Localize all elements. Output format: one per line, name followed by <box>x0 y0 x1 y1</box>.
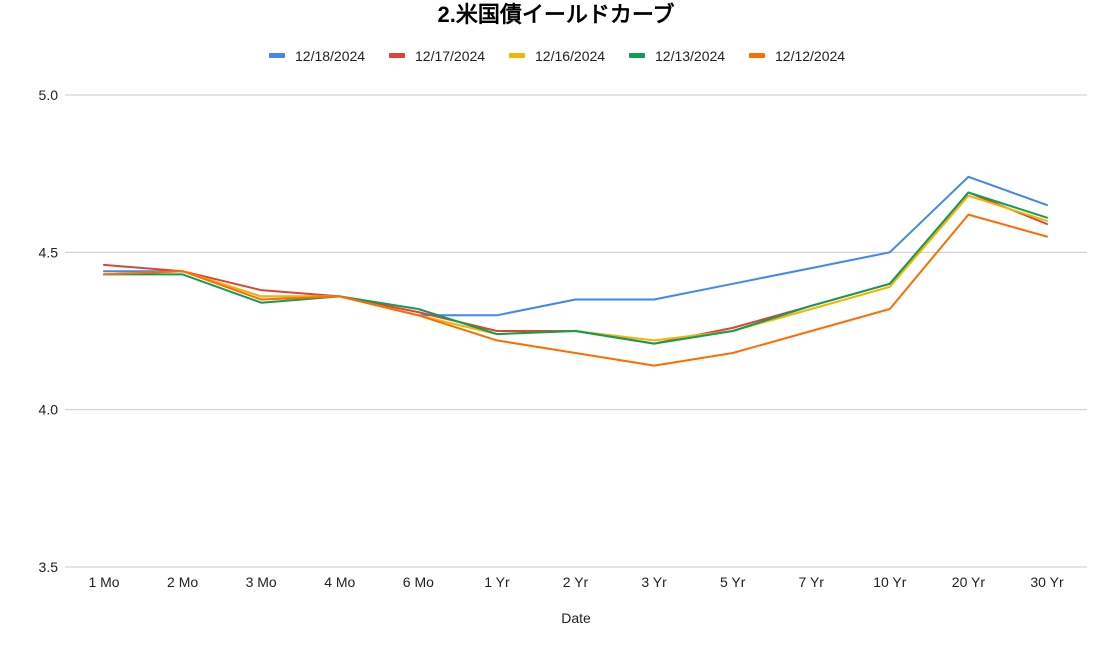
x-tick-label: 6 Mo <box>403 574 434 590</box>
gridlines <box>65 94 1087 568</box>
x-tick-label: 3 Mo <box>246 574 277 590</box>
x-tick-label: 10 Yr <box>873 574 907 590</box>
series-lines <box>103 175 1048 367</box>
series-line-12-13-2024 <box>103 191 1048 345</box>
legend-label: 12/18/2024 <box>295 48 365 64</box>
y-axis-ticks: 3.5 4.0 4.5 5.0 <box>39 87 59 575</box>
x-tick-label: 2 Yr <box>563 574 589 590</box>
x-axis-ticks: 1 Mo 2 Mo 3 Mo 4 Mo 6 Mo 1 Yr 2 Yr 3 Yr 5 Yr 7 Yr… <box>88 574 1064 590</box>
y-tick-label: 4.5 <box>39 244 59 260</box>
chart-title: 2.米国債イールドカーブ <box>437 2 674 27</box>
y-tick-label: 4.0 <box>39 402 59 418</box>
legend-label: 12/13/2024 <box>655 48 725 64</box>
x-tick-label: 3 Yr <box>641 574 667 590</box>
series-line-12-16-2024 <box>103 194 1048 342</box>
x-axis-title: Date <box>561 610 591 626</box>
x-tick-label: 5 Yr <box>720 574 746 590</box>
y-tick-label: 5.0 <box>39 87 59 103</box>
legend: 12/18/2024 12/17/2024 12/16/2024 12/13/2024… <box>269 48 845 64</box>
x-tick-label: 1 Yr <box>484 574 510 590</box>
x-tick-label: 7 Yr <box>799 574 825 590</box>
y-tick-label: 3.5 <box>39 559 59 575</box>
legend-swatch <box>629 53 645 58</box>
x-tick-label: 4 Mo <box>324 574 355 590</box>
legend-swatch <box>749 53 765 58</box>
x-tick-label: 1 Mo <box>88 574 119 590</box>
series-line-12-12-2024 <box>103 213 1048 367</box>
x-tick-label: 30 Yr <box>1030 574 1064 590</box>
x-tick-label: 2 Mo <box>167 574 198 590</box>
legend-swatch <box>509 53 525 58</box>
legend-label: 12/16/2024 <box>535 48 605 64</box>
legend-swatch <box>389 53 405 58</box>
legend-label: 12/17/2024 <box>415 48 485 64</box>
x-tick-label: 20 Yr <box>952 574 986 590</box>
legend-label: 12/12/2024 <box>775 48 845 64</box>
legend-swatch <box>269 53 285 58</box>
